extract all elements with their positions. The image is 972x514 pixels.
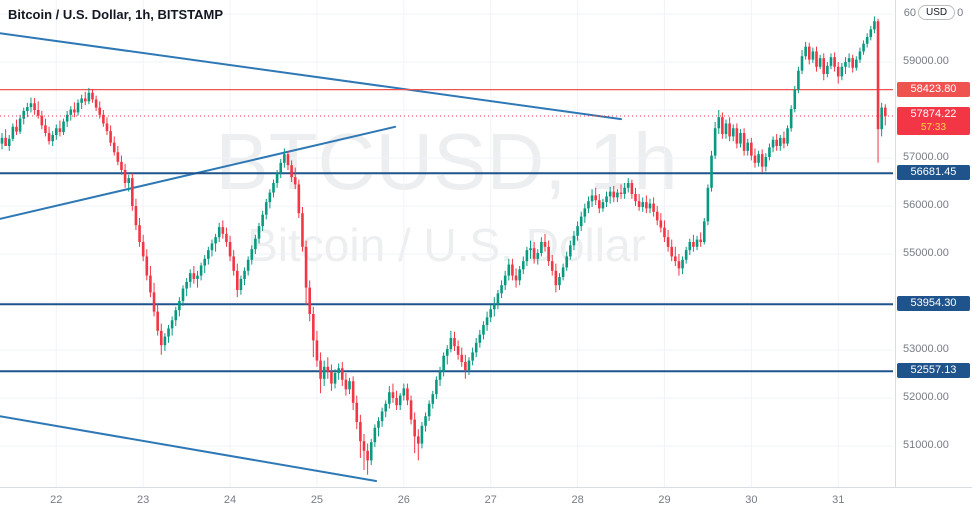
time-tick-label: 29 bbox=[658, 494, 671, 506]
price-tick-label: 51000.00 bbox=[903, 439, 949, 451]
last-price-badge: 57874.22 57:33 bbox=[897, 107, 970, 136]
badge-price-text: 52557.13 bbox=[910, 364, 957, 377]
price-axis-top: 60 USD 0 bbox=[895, 5, 972, 20]
horizontal-levels-layer[interactable] bbox=[0, 89, 893, 373]
time-tick-label: 31 bbox=[832, 494, 845, 506]
level-badge-52557[interactable]: 52557.13 bbox=[897, 363, 970, 379]
time-tick-label: 23 bbox=[137, 494, 150, 506]
symbol-legend[interactable]: Bitcoin / U.S. Dollar, 1h, BITSTAMP bbox=[8, 7, 224, 22]
candle-countdown: 57:33 bbox=[920, 122, 947, 134]
price-tick-label: 59000.00 bbox=[903, 55, 949, 67]
time-axis[interactable]: 22 23 24 25 26 27 28 29 30 31 bbox=[0, 487, 972, 514]
price-tick-label: 55000.00 bbox=[903, 247, 949, 259]
badge-price-text: 56681.45 bbox=[910, 166, 957, 179]
time-tick-label: 24 bbox=[223, 494, 237, 506]
time-tick-label: 22 bbox=[50, 494, 63, 506]
level-badge-58423[interactable]: 58423.80 bbox=[897, 81, 970, 97]
price-tick-label: 52000.00 bbox=[903, 391, 949, 403]
candles-layer bbox=[0, 16, 887, 475]
badge-price-text: 58423.80 bbox=[910, 82, 957, 95]
price-axis-top-left-digits: 60 bbox=[903, 6, 916, 19]
level-badge-56681[interactable]: 56681.45 bbox=[897, 165, 970, 181]
level-badge-53954[interactable]: 53954.30 bbox=[897, 296, 970, 312]
price-tick-label: 53000.00 bbox=[903, 343, 949, 355]
badge-price-text: 57874.22 bbox=[910, 108, 957, 121]
time-tick-label: 25 bbox=[310, 494, 324, 506]
price-axis[interactable]: 59000.00 57000.00 56000.00 55000.00 53000.00… bbox=[895, 0, 972, 487]
price-tick-label: 57000.00 bbox=[903, 151, 949, 163]
time-tick-label: 26 bbox=[397, 494, 410, 506]
badge-price-text: 53954.30 bbox=[910, 297, 957, 310]
time-tick-label: 30 bbox=[745, 494, 758, 506]
time-tick-label: 28 bbox=[571, 494, 584, 506]
price-tick-label: 56000.00 bbox=[903, 199, 949, 211]
grid-layer bbox=[0, 0, 893, 487]
currency-unit-button[interactable]: USD bbox=[918, 5, 956, 20]
price-axis-top-right-digit: 0 bbox=[957, 6, 964, 19]
time-tick-label: 27 bbox=[484, 494, 497, 506]
